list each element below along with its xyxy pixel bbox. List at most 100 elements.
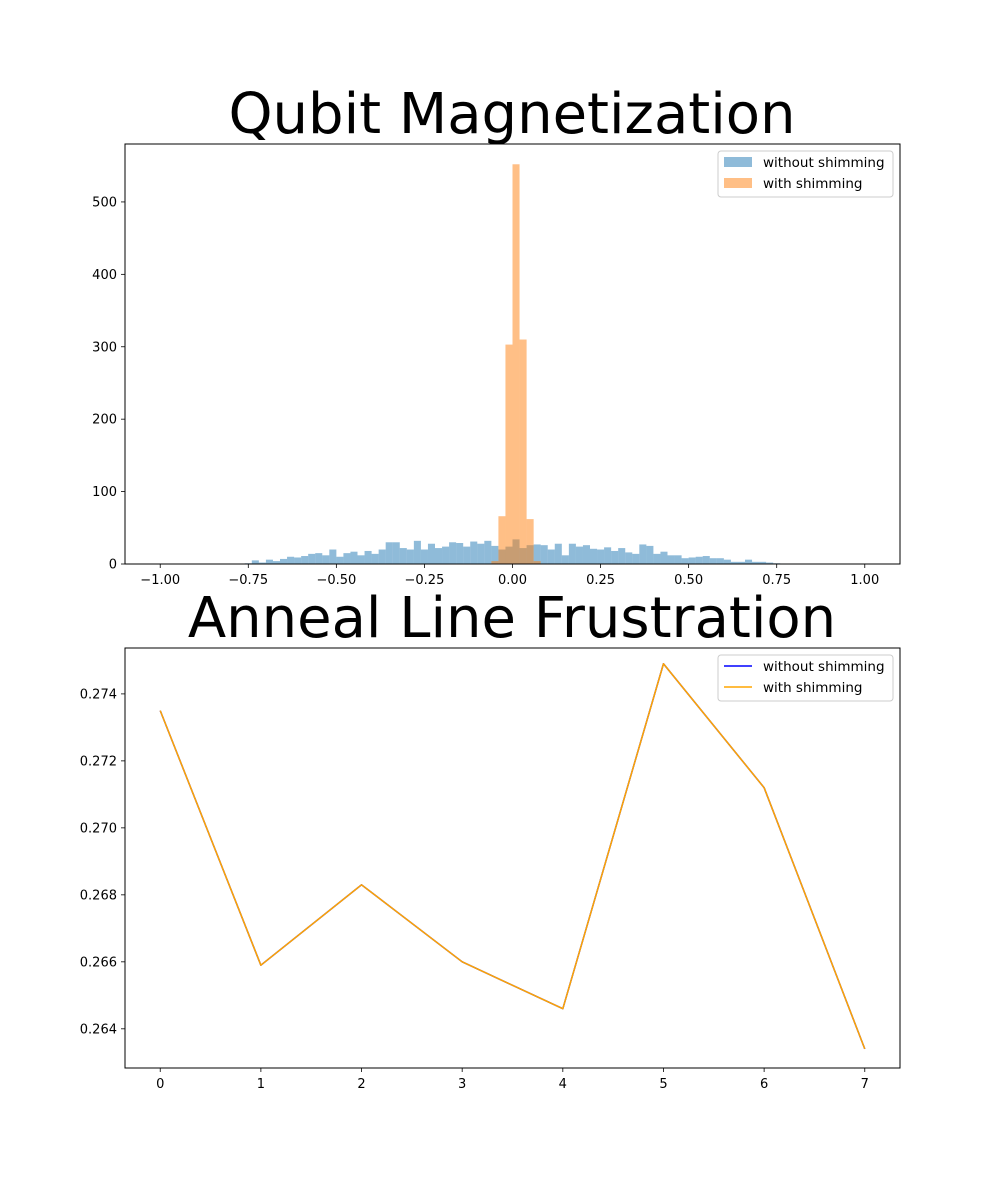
bar-without-shimming (477, 543, 485, 564)
bar-without-shimming (357, 555, 365, 564)
bar-without-shimming (618, 548, 626, 564)
bar-without-shimming (265, 559, 273, 564)
bar-without-shimming (435, 548, 443, 564)
y-tick-label: 0.266 (80, 955, 117, 970)
bar-without-shimming (688, 557, 696, 564)
y-tick-label: 0.274 (80, 687, 117, 702)
x-axis: −1.00 −0.75 −0.50 −0.25 0.00 0.25 0.50 0.75 1.00 (140, 564, 879, 588)
x-axis: 0 1 2 3 4 5 6 7 (156, 1068, 869, 1092)
bar-without-shimming (745, 559, 753, 564)
bar-without-shimming (470, 541, 478, 564)
legend-swatch-without-shimming (724, 157, 752, 167)
bar-without-shimming (561, 555, 569, 564)
y-tick-label: 0.272 (80, 754, 117, 769)
bar-without-shimming (399, 548, 407, 564)
bar-without-shimming (329, 549, 337, 564)
legend-box (717, 150, 894, 198)
x-tick-label: −0.50 (316, 573, 356, 588)
bar-without-shimming (695, 556, 703, 564)
bar-without-shimming (759, 561, 767, 564)
bar-without-shimming (280, 558, 288, 564)
bar-without-shimming (406, 549, 414, 564)
bar-without-shimming (604, 547, 612, 564)
x-tick-label: −0.25 (405, 573, 445, 588)
bar-without-shimming (716, 558, 724, 564)
legend: without shimming with shimming (717, 150, 894, 198)
x-tick-label: −1.00 (140, 573, 180, 588)
x-tick-label: −0.75 (228, 573, 268, 588)
bar-without-shimming (540, 545, 548, 564)
bar-without-shimming (322, 555, 330, 564)
bar-with-shimming (512, 164, 520, 564)
bar-without-shimming (709, 558, 717, 564)
bar-without-shimming (752, 561, 760, 564)
line-with-shimming (159, 662, 866, 1050)
bars-with-shimming (491, 164, 541, 564)
bar-without-shimming (766, 562, 774, 564)
bar-without-shimming (378, 549, 386, 564)
bar-without-shimming (350, 551, 358, 564)
bar-without-shimming (667, 555, 675, 564)
x-tick-label: 4 (559, 1077, 567, 1092)
bar-without-shimming (385, 542, 393, 564)
x-tick-label: 0.50 (674, 573, 703, 588)
y-tick-label: 400 (92, 268, 117, 283)
bar-without-shimming (343, 553, 351, 564)
bar-without-shimming (272, 561, 280, 564)
bar-without-shimming (308, 553, 316, 564)
x-tick-label: 3 (458, 1077, 466, 1092)
bar-without-shimming (611, 550, 619, 564)
bar-without-shimming (597, 549, 605, 564)
series-lines (159, 662, 866, 1050)
bar-without-shimming (632, 553, 640, 564)
bar-with-shimming (519, 339, 527, 564)
x-tick-label: 1 (257, 1077, 265, 1092)
bar-without-shimming (674, 555, 682, 564)
y-tick-label: 0.264 (80, 1022, 117, 1037)
y-tick-label: 200 (92, 413, 117, 428)
x-tick-label: 6 (760, 1077, 768, 1092)
legend-label-with-shimming: with shimming (763, 680, 862, 696)
y-tick-label: 0.270 (80, 821, 117, 836)
bar-without-shimming (336, 556, 344, 564)
bar-without-shimming (449, 542, 457, 564)
bar-without-shimming (427, 543, 435, 564)
bar-without-shimming (258, 562, 266, 564)
bar-without-shimming (251, 560, 259, 564)
y-tick-label: 500 (92, 195, 117, 210)
plot-frame (124, 647, 901, 1069)
bar-without-shimming (484, 540, 492, 564)
x-tick-label: 0.25 (586, 573, 615, 588)
legend-swatch-with-shimming (724, 178, 752, 188)
bar-with-shimming (526, 519, 534, 564)
bar-without-shimming (456, 543, 464, 564)
bar-without-shimming (420, 549, 428, 564)
y-axis: 0.264 0.266 0.268 0.270 0.272 0.274 (80, 687, 125, 1037)
bar-without-shimming (287, 556, 295, 564)
legend-box (717, 654, 894, 702)
x-tick-label: 0.00 (498, 573, 527, 588)
bar-without-shimming (315, 553, 323, 564)
y-tick-label: 0 (109, 558, 117, 573)
bar-without-shimming (371, 553, 379, 564)
bar-with-shimming (491, 561, 499, 564)
bar-without-shimming (660, 551, 668, 564)
bar-with-shimming (505, 344, 513, 564)
bar-without-shimming (723, 559, 731, 564)
x-tick-label: 0 (156, 1077, 164, 1092)
bar-without-shimming (442, 546, 450, 564)
y-tick-label: 300 (92, 340, 117, 355)
bar-without-shimming (702, 556, 710, 564)
bar-without-shimming (730, 561, 738, 564)
chart-title: Qubit Magnetization (228, 82, 795, 147)
bar-without-shimming (737, 561, 745, 564)
bar-without-shimming (590, 548, 598, 564)
bar-without-shimming (364, 550, 372, 564)
bar-without-shimming (639, 544, 647, 564)
bar-without-shimming (533, 544, 541, 564)
bar-with-shimming (498, 516, 506, 564)
legend-label-without-shimming: without shimming (763, 659, 885, 675)
y-tick-label: 0.268 (80, 888, 117, 903)
